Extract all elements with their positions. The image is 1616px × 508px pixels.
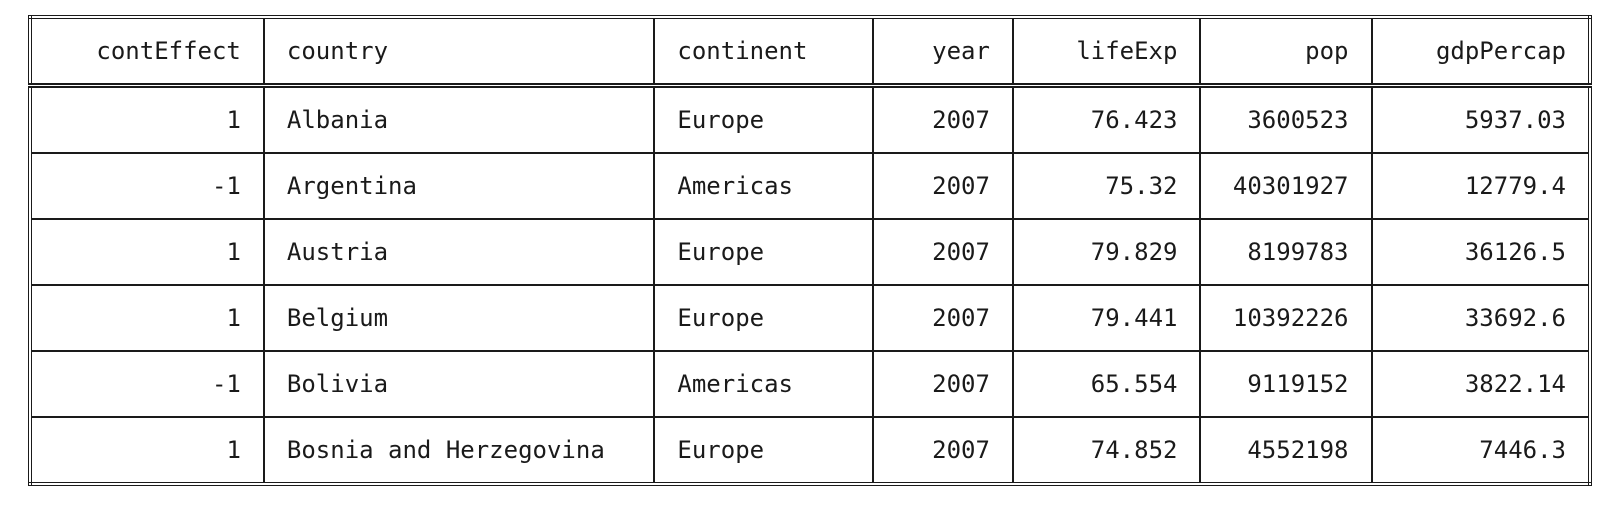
cell-pop: 9119152 <box>1199 350 1373 418</box>
cell-continent: Europe <box>653 84 874 154</box>
cell-country: Bolivia <box>262 350 656 418</box>
cell-conteffect: -1 <box>29 152 265 220</box>
cell-conteffect: -1 <box>29 350 265 418</box>
column-header-pop: pop <box>1199 16 1373 88</box>
cell-conteffect: 1 <box>29 284 265 352</box>
cell-lifeexp: 79.441 <box>1011 284 1202 352</box>
cell-pop: 3600523 <box>1199 84 1373 154</box>
column-header-gdppercap: gdpPercap <box>1370 16 1591 88</box>
column-header-continent: continent <box>653 16 874 88</box>
cell-lifeexp: 74.852 <box>1011 416 1202 485</box>
cell-continent: Europe <box>653 284 874 352</box>
data-table: contEffect country continent year lifeEx… <box>28 15 1592 486</box>
cell-gdppercap: 12779.4 <box>1370 152 1591 220</box>
cell-lifeexp: 75.32 <box>1011 152 1202 220</box>
cell-continent: Europe <box>653 218 874 286</box>
column-header-conteffect: contEffect <box>29 16 265 88</box>
column-header-country: country <box>262 16 656 88</box>
table-row: 1 Belgium Europe 2007 79.441 10392226 33… <box>29 284 1591 352</box>
cell-gdppercap: 33692.6 <box>1370 284 1591 352</box>
cell-country: Belgium <box>262 284 656 352</box>
cell-lifeexp: 65.554 <box>1011 350 1202 418</box>
table-row: -1 Bolivia Americas 2007 65.554 9119152 … <box>29 350 1591 418</box>
cell-country: Bosnia and Herzegovina <box>262 416 656 485</box>
table-row: 1 Albania Europe 2007 76.423 3600523 593… <box>29 84 1591 154</box>
cell-year: 2007 <box>871 284 1014 352</box>
cell-pop: 8199783 <box>1199 218 1373 286</box>
cell-year: 2007 <box>871 84 1014 154</box>
cell-pop: 40301927 <box>1199 152 1373 220</box>
cell-conteffect: 1 <box>29 84 265 154</box>
cell-lifeexp: 79.829 <box>1011 218 1202 286</box>
cell-conteffect: 1 <box>29 416 265 485</box>
cell-country: Albania <box>262 84 656 154</box>
cell-country: Argentina <box>262 152 656 220</box>
cell-conteffect: 1 <box>29 218 265 286</box>
column-header-lifeexp: lifeExp <box>1011 16 1202 88</box>
cell-gdppercap: 3822.14 <box>1370 350 1591 418</box>
data-table-container: contEffect country continent year lifeEx… <box>28 15 1592 498</box>
cell-continent: Americas <box>653 350 874 418</box>
column-header-year: year <box>871 16 1014 88</box>
cell-year: 2007 <box>871 218 1014 286</box>
cell-pop: 4552198 <box>1199 416 1373 485</box>
cell-gdppercap: 36126.5 <box>1370 218 1591 286</box>
cell-year: 2007 <box>871 416 1014 485</box>
table-row: 1 Austria Europe 2007 79.829 8199783 361… <box>29 218 1591 286</box>
cell-gdppercap: 7446.3 <box>1370 416 1591 485</box>
cell-year: 2007 <box>871 152 1014 220</box>
cell-year: 2007 <box>871 350 1014 418</box>
table-row: 1 Bosnia and Herzegovina Europe 2007 74.… <box>29 416 1591 485</box>
cell-gdppercap: 5937.03 <box>1370 84 1591 154</box>
cell-continent: Americas <box>653 152 874 220</box>
header-row: contEffect country continent year lifeEx… <box>29 16 1591 88</box>
cell-lifeexp: 76.423 <box>1011 84 1202 154</box>
cell-continent: Europe <box>653 416 874 485</box>
table-row: -1 Argentina Americas 2007 75.32 4030192… <box>29 152 1591 220</box>
cell-pop: 10392226 <box>1199 284 1373 352</box>
cell-country: Austria <box>262 218 656 286</box>
